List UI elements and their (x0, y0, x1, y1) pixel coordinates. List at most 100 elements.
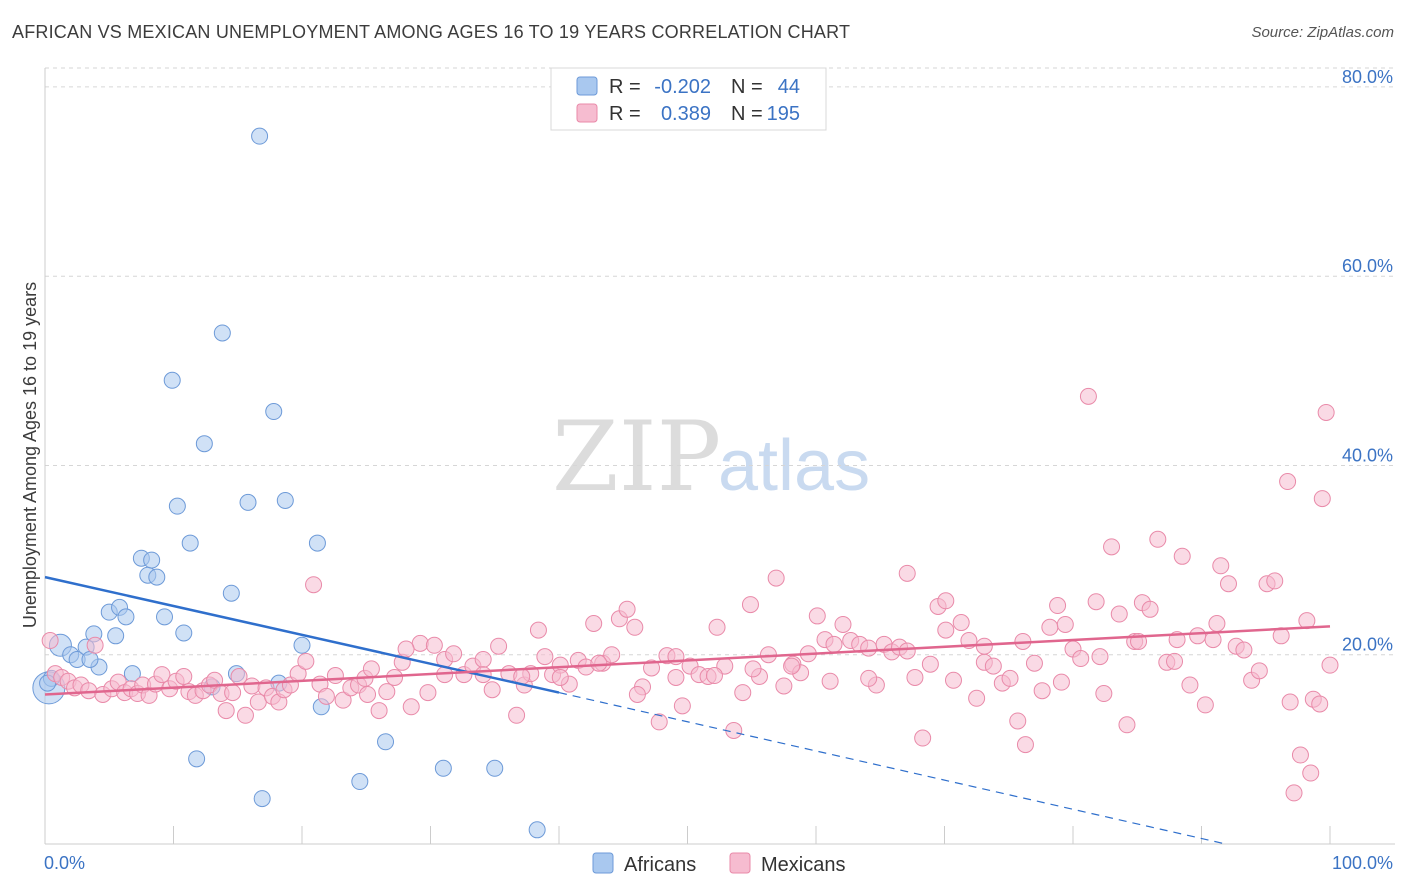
mexicans-point (783, 657, 801, 675)
africans-point (251, 127, 269, 145)
mexicans-point (1016, 736, 1034, 754)
mexicans-point (551, 668, 569, 686)
mexicans-point (1219, 575, 1237, 593)
mexicans-point (359, 685, 377, 703)
mexicans-point (708, 618, 726, 636)
africans-point (377, 733, 395, 751)
legend-mexicans-r-value: 0.389 (661, 103, 711, 125)
mexicans-point (705, 667, 723, 685)
mexicans-point (1321, 656, 1339, 674)
mexicans-point (650, 713, 668, 731)
africans-point (434, 759, 452, 777)
mexicans-point (1212, 557, 1230, 575)
mexicans-point (536, 648, 554, 666)
africans-point (486, 759, 504, 777)
y-axis-label: Unemployment Among Ages 16 to 19 years (20, 282, 40, 628)
watermark-atlas: atlas (718, 426, 870, 506)
africans-point (188, 750, 206, 768)
africans-point (351, 773, 369, 791)
mexicans-point (483, 681, 501, 699)
watermark-zip: ZIP (552, 401, 721, 513)
legend-africans-swatch (576, 76, 598, 96)
mexicans-point (734, 684, 752, 702)
mexicans-point (217, 702, 235, 720)
mexicans-point (667, 668, 685, 686)
mexicans-point (741, 596, 759, 614)
africans-point (168, 497, 186, 515)
mexicans-point (984, 657, 1002, 675)
mexicans-point (1033, 682, 1051, 700)
mexicans-point (1285, 784, 1303, 802)
mexicans-point (1173, 547, 1191, 565)
mexicans-point (1291, 746, 1309, 764)
mexicans-point (808, 607, 826, 625)
mexicans-point (445, 645, 463, 663)
axes (44, 68, 1395, 845)
mexicans-trend-line (44, 625, 1331, 696)
mexicans-point (1317, 403, 1335, 421)
mexicans-point (1041, 618, 1059, 636)
mexicans-point (1025, 654, 1043, 672)
mexicans-point (767, 569, 785, 587)
mexicans-point (1279, 473, 1297, 491)
mexicans-point (643, 659, 661, 677)
mexicans-point (1091, 648, 1109, 666)
mexicans-point (305, 576, 323, 594)
mexicans-point (590, 654, 608, 672)
mexicans-point (317, 687, 335, 705)
mexicans-point (898, 642, 916, 660)
mexicans-point (1208, 615, 1226, 633)
mexicans-point (411, 634, 429, 652)
legend-africans-n-label: N = (731, 76, 763, 98)
x-tick-label-min: 0.0% (44, 853, 85, 873)
grid-lines (45, 67, 1395, 656)
mexicans-point (921, 655, 939, 673)
africans-point (156, 608, 174, 626)
mexicans-point (490, 637, 508, 655)
y-tick-label-20: 20.0% (1342, 635, 1393, 655)
mexicans-point (508, 706, 526, 724)
africans-point (175, 624, 193, 642)
mexicans-point (1072, 650, 1090, 668)
mexicans-point (378, 683, 396, 701)
mexicans-point (326, 667, 344, 685)
mexicans-point (153, 666, 171, 684)
mexicans-point (1181, 676, 1199, 694)
africans-points (32, 127, 546, 839)
mexicans-point (1141, 600, 1159, 618)
mexicans-point (474, 650, 492, 668)
legend-bottom-mexicans-label: Mexicans (761, 854, 845, 876)
mexicans-point (944, 671, 962, 689)
mexicans-point (529, 621, 547, 639)
mexicans-point (825, 635, 843, 653)
africans-trend-line (44, 575, 560, 694)
africans-point (222, 584, 240, 602)
mexicans-point (673, 697, 691, 715)
africans-point (528, 821, 546, 839)
mexicans-point (1049, 597, 1067, 615)
legend-africans-r-label: R = (609, 76, 641, 98)
mexicans-point (1313, 490, 1331, 508)
africans-point (117, 608, 135, 626)
mexicans-point (1281, 693, 1299, 711)
legend-bottom-africans-swatch (592, 852, 614, 874)
mexicans-point (618, 600, 636, 618)
chart-title: AFRICAN VS MEXICAN UNEMPLOYMENT AMONG AG… (12, 22, 851, 42)
legend-mexicans-r-label: R = (609, 103, 641, 125)
mexicans-point (603, 646, 621, 664)
mexicans-point (243, 677, 261, 695)
mexicans-point (906, 668, 924, 686)
legend-mexicans-n-value: 195 (767, 103, 800, 125)
mexicans-point (775, 677, 793, 695)
mexicans-point (397, 640, 415, 658)
mexicans-point (334, 691, 352, 709)
mexicans-point (1235, 641, 1253, 659)
africans-point (253, 790, 271, 808)
y-tick-labels: 20.0% 40.0% 60.0% 80.0% (1342, 67, 1393, 655)
mexicans-point (419, 684, 437, 702)
mexicans-point (1087, 593, 1105, 611)
mexicans-point (821, 672, 839, 690)
legend-top: R = -0.202 N = 44 R = 0.389 N = 195 (550, 67, 827, 131)
mexicans-point (1001, 669, 1019, 687)
